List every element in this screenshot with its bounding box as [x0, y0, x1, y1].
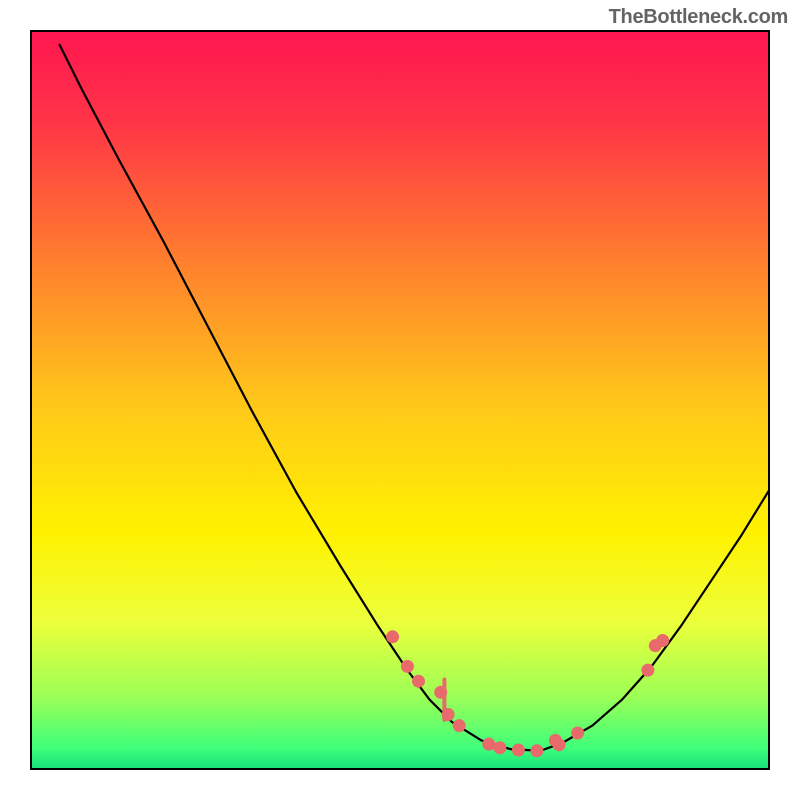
data-point	[453, 720, 465, 732]
data-point	[572, 727, 584, 739]
bottleneck-curve-chart	[30, 30, 770, 770]
data-point	[512, 744, 524, 756]
data-point	[494, 742, 506, 754]
data-point	[642, 664, 654, 676]
data-point	[657, 635, 669, 647]
watermark-text: TheBottleneck.com	[609, 6, 788, 29]
data-point	[549, 734, 561, 746]
data-point	[483, 738, 495, 750]
chart-stage: TheBottleneck.com	[0, 0, 800, 800]
data-point	[531, 745, 543, 757]
data-point	[435, 686, 447, 698]
data-point	[413, 675, 425, 687]
data-point	[442, 709, 454, 721]
data-point	[387, 631, 399, 643]
data-point	[401, 660, 413, 672]
